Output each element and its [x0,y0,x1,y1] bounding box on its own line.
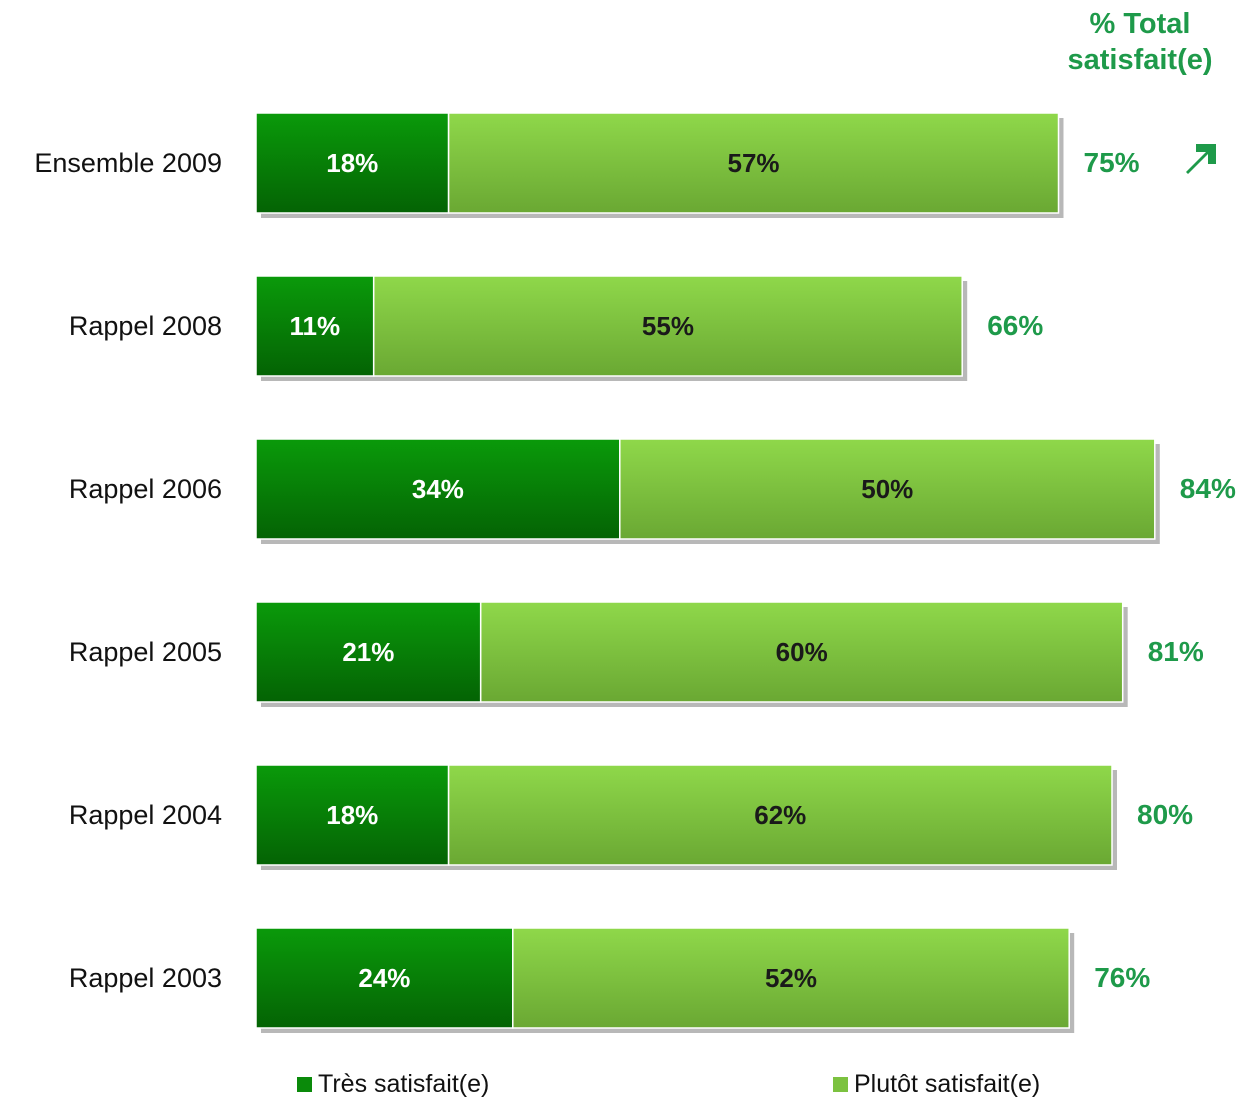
data-label-tres-satisfait: 18% [326,148,378,178]
total-value-label: 66% [987,310,1043,341]
bar-segment-tres-satisfait [255,275,375,377]
stacked-bar-chart: Ensemble 2009 18% 57% 75% Rappel 2008 11% 55% 6… [34,112,1236,1033]
bar-segment-tres-satisfait [255,927,514,1029]
bar-segment-plutot-satisfait [447,764,1113,866]
category-label: Rappel 2005 [69,637,222,667]
bar-segment-plutot-satisfait [447,112,1060,214]
data-label-plutot-satisfait: 62% [754,800,806,830]
total-column-header: % Total satisfait(e) [1040,6,1240,78]
up-right-arrow-icon [1186,144,1216,174]
legend-item-tres-satisfait: Très satisfait(e) [297,1070,489,1099]
category-label: Rappel 2008 [69,311,222,341]
total-value-label: 76% [1094,962,1150,993]
data-label-plutot-satisfait: 52% [765,963,817,993]
data-label-tres-satisfait: 11% [290,311,341,341]
total-value-label: 75% [1084,147,1140,178]
category-label: Rappel 2004 [69,800,222,830]
legend-label-plutot-satisfait: Plutôt satisfait(e) [854,1070,1041,1098]
category-label: Rappel 2003 [69,963,222,993]
data-label-tres-satisfait: 24% [358,963,410,993]
bar-segment-tres-satisfait [255,601,482,703]
total-header-line1: % Total [1089,8,1191,40]
bar-segment-plutot-satisfait [619,438,1156,540]
data-label-tres-satisfait: 34% [412,474,464,504]
category-label: Ensemble 2009 [34,148,222,178]
data-label-tres-satisfait: 21% [342,637,394,667]
data-label-plutot-satisfait: 60% [776,637,828,667]
total-value-label: 84% [1180,473,1236,504]
bar-segment-plutot-satisfait [512,927,1070,1029]
legend-item-plutot-satisfait: Plutôt satisfait(e) [833,1070,1040,1099]
bar-segment-tres-satisfait [255,438,621,540]
bar-segment-plutot-satisfait [372,275,963,377]
legend-label-tres-satisfait: Très satisfait(e) [318,1070,490,1098]
total-value-label: 81% [1148,636,1204,667]
data-label-plutot-satisfait: 50% [861,474,913,504]
total-header-line2: satisfait(e) [1067,44,1213,76]
legend-swatch-tres-satisfait [297,1077,312,1092]
data-label-tres-satisfait: 18% [326,800,378,830]
total-value-label: 80% [1137,799,1193,830]
bar-segment-plutot-satisfait [479,601,1124,703]
data-label-plutot-satisfait: 55% [642,311,694,341]
data-label-plutot-satisfait: 57% [728,148,780,178]
category-label: Rappel 2006 [69,474,222,504]
legend-swatch-plutot-satisfait [833,1077,848,1092]
